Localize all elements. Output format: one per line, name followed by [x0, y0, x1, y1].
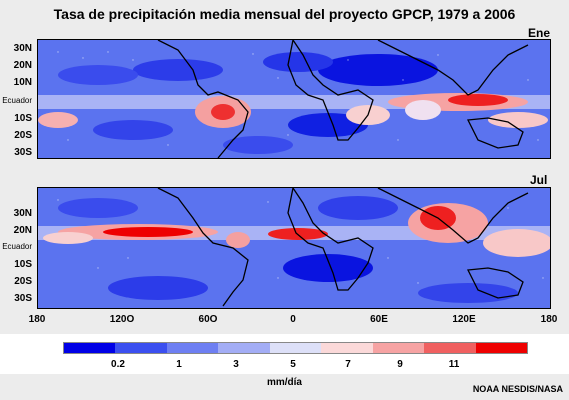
- color-bin-8: [424, 343, 476, 353]
- lat-label-20s-bottom: 20S: [14, 276, 32, 287]
- lat-label-equator-bottom: Ecuador: [2, 242, 32, 251]
- color-bin-6: [321, 343, 373, 353]
- lat-label-20s-top: 20S: [14, 130, 32, 141]
- lat-label-30s-top: 30S: [14, 147, 32, 158]
- lon-label-120w: 120O: [109, 314, 135, 325]
- precip-map-jan: [37, 39, 551, 159]
- legend-tick-3: 3: [233, 359, 239, 370]
- panel-label-jul: Jul: [530, 173, 548, 187]
- lat-label-30s-bottom: 30S: [14, 293, 32, 304]
- lat-label-20n-bottom: 20N: [13, 225, 32, 236]
- lon-label-180-left: 180: [28, 314, 46, 325]
- lat-label-equator-top: Ecuador: [2, 96, 32, 105]
- lon-label-120e: 120E: [452, 314, 476, 325]
- color-bin-2: [115, 343, 167, 353]
- legend-tick-5: 5: [290, 359, 296, 370]
- panel-label-jan: Ene: [528, 26, 551, 40]
- legend-tick-11: 11: [448, 359, 460, 370]
- precip-map-jul: [37, 187, 551, 309]
- lon-label-180-right: 180: [540, 314, 558, 325]
- legend-tick-0-2: 0.2: [111, 359, 125, 370]
- color-bin-5: [269, 343, 322, 353]
- lat-label-20n-top: 20N: [13, 60, 32, 71]
- legend-panel: [0, 334, 569, 374]
- lon-label-60w: 60O: [198, 314, 218, 325]
- legend-tick-7: 7: [345, 359, 351, 370]
- lat-label-10n-top: 10N: [13, 77, 32, 88]
- color-bin-7: [372, 343, 425, 353]
- legend-tick-9: 9: [397, 359, 403, 370]
- color-bin-9: [475, 343, 527, 353]
- lon-label-0: 0: [290, 314, 296, 325]
- color-bin-4: [218, 343, 270, 353]
- credit-text: NOAA NESDIS/NASA: [472, 384, 563, 394]
- lat-label-30n-bottom: 30N: [13, 208, 32, 219]
- legend-units: mm/día: [266, 377, 302, 388]
- legend-tick-1: 1: [176, 359, 182, 370]
- lat-label-10s-top: 10S: [14, 113, 32, 124]
- lat-label-10s-bottom: 10S: [14, 259, 32, 270]
- color-bin-3: [166, 343, 219, 353]
- color-bin-1: [64, 343, 116, 353]
- map-title: Tasa de precipitación media mensual del …: [53, 6, 516, 22]
- lat-label-30n-top: 30N: [13, 43, 32, 54]
- color-bar: [63, 342, 528, 354]
- lon-label-60e: 60E: [370, 314, 388, 325]
